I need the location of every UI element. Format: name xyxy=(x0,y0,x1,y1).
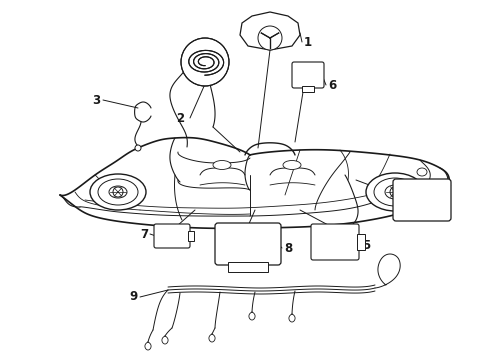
Ellipse shape xyxy=(366,173,424,211)
Text: 6: 6 xyxy=(328,78,336,91)
Ellipse shape xyxy=(98,179,138,205)
FancyBboxPatch shape xyxy=(292,62,324,88)
Ellipse shape xyxy=(109,186,127,198)
Ellipse shape xyxy=(90,174,146,210)
Ellipse shape xyxy=(374,178,416,206)
FancyBboxPatch shape xyxy=(188,231,194,241)
Polygon shape xyxy=(240,12,300,50)
FancyBboxPatch shape xyxy=(154,224,190,248)
FancyBboxPatch shape xyxy=(302,86,314,92)
Circle shape xyxy=(390,187,400,197)
Circle shape xyxy=(258,26,282,50)
Ellipse shape xyxy=(213,161,231,170)
Text: 4: 4 xyxy=(412,190,420,203)
Text: 2: 2 xyxy=(176,112,184,125)
Circle shape xyxy=(113,187,123,197)
Text: 7: 7 xyxy=(140,228,148,240)
Circle shape xyxy=(135,145,141,151)
Ellipse shape xyxy=(385,185,405,199)
Text: 3: 3 xyxy=(92,94,100,107)
FancyBboxPatch shape xyxy=(311,224,359,260)
Text: 1: 1 xyxy=(304,36,312,49)
FancyBboxPatch shape xyxy=(215,223,281,265)
FancyBboxPatch shape xyxy=(228,262,268,272)
Text: 8: 8 xyxy=(284,242,292,255)
FancyBboxPatch shape xyxy=(357,234,365,250)
Ellipse shape xyxy=(417,168,427,176)
FancyBboxPatch shape xyxy=(393,179,451,221)
Text: 5: 5 xyxy=(362,239,370,252)
Text: 9: 9 xyxy=(130,291,138,303)
Circle shape xyxy=(181,38,229,86)
Ellipse shape xyxy=(283,161,301,170)
